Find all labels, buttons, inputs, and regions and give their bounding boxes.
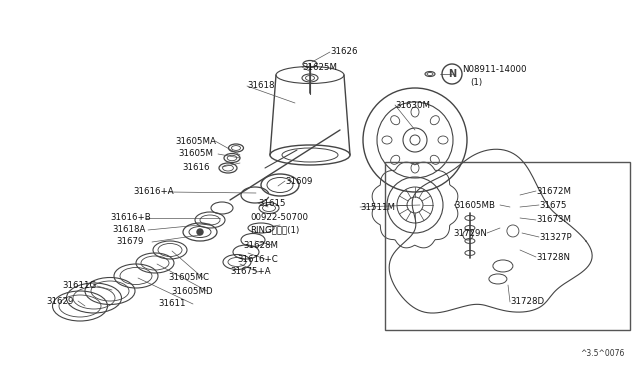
Text: 31605MC: 31605MC xyxy=(168,273,209,282)
Text: N: N xyxy=(448,69,456,79)
Text: 31628M: 31628M xyxy=(243,241,278,250)
Text: 31616+C: 31616+C xyxy=(237,254,278,263)
Text: 31616: 31616 xyxy=(182,163,209,171)
Text: 31679: 31679 xyxy=(116,237,143,247)
Circle shape xyxy=(197,229,203,235)
Text: (1): (1) xyxy=(470,77,482,87)
Text: ^3.5^0076: ^3.5^0076 xyxy=(580,349,625,358)
Text: 31672M: 31672M xyxy=(536,186,571,196)
Text: 31629: 31629 xyxy=(46,296,74,305)
Text: RINGリング(1): RINGリング(1) xyxy=(250,225,300,234)
Text: 31605M: 31605M xyxy=(178,150,213,158)
Text: 31630M: 31630M xyxy=(395,100,430,109)
Text: 31728D: 31728D xyxy=(510,298,544,307)
Text: 31729N: 31729N xyxy=(453,228,487,237)
Text: 31728N: 31728N xyxy=(536,253,570,262)
Text: 31609: 31609 xyxy=(285,176,312,186)
Text: 31327P: 31327P xyxy=(539,232,572,241)
Text: 31616+B: 31616+B xyxy=(110,214,151,222)
Text: 31611G: 31611G xyxy=(62,282,96,291)
Text: 31618A: 31618A xyxy=(112,225,145,234)
Text: 31615: 31615 xyxy=(258,199,285,208)
Text: 31605MD: 31605MD xyxy=(171,286,212,295)
Text: 31616+A: 31616+A xyxy=(133,187,173,196)
Text: 31618: 31618 xyxy=(247,81,275,90)
Text: 31673M: 31673M xyxy=(536,215,571,224)
Bar xyxy=(385,162,630,330)
Text: 31626: 31626 xyxy=(330,48,358,57)
Text: 00922-50700: 00922-50700 xyxy=(250,214,308,222)
Text: 31611: 31611 xyxy=(158,299,186,308)
Text: 31675: 31675 xyxy=(539,201,566,209)
Text: 31605MB: 31605MB xyxy=(454,201,495,209)
Text: 31625M: 31625M xyxy=(302,62,337,71)
Text: 31605MA: 31605MA xyxy=(175,137,216,145)
Text: 31675+A: 31675+A xyxy=(230,267,271,276)
Text: N08911-14000: N08911-14000 xyxy=(462,65,527,74)
Text: 31511M: 31511M xyxy=(360,202,395,212)
